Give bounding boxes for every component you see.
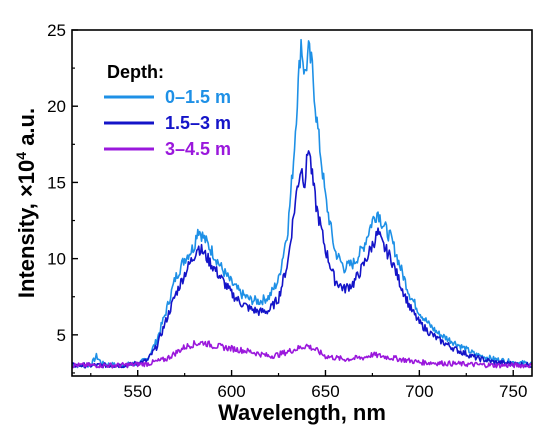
series-line-2 [71,150,533,369]
y-tick-label: 20 [47,97,66,116]
y-axis-title-prefix: Intensity, ×10 [14,160,39,298]
y-axis-title-superscript: 4 [13,152,29,160]
legend-label-2: 1.5–3 m [165,113,231,133]
y-axis-title-suffix: a.u. [14,108,39,152]
x-tick-label: 750 [499,382,527,401]
legend: Depth: 0–1.5 m 1.5–3 m 3–4.5 m [104,62,231,159]
series-layer [71,38,533,369]
x-tick-label: 700 [405,382,433,401]
x-tick-label: 650 [311,382,339,401]
y-tick-label: 15 [47,173,66,192]
legend-label-1: 0–1.5 m [165,87,231,107]
x-axis-title: Wavelength, nm [218,400,386,425]
series-line-3 [71,340,533,369]
legend-label-3: 3–4.5 m [165,139,231,159]
x-tick-label: 550 [124,382,152,401]
ticks-layer: 550 600 650 700 750 5 10 15 20 25 [47,21,527,401]
y-axis-title: Intensity, ×104 a.u. [13,108,39,298]
legend-title: Depth: [107,62,164,82]
series-line-1 [71,38,533,369]
x-tick-label: 600 [217,382,245,401]
y-tick-label: 25 [47,21,66,40]
plot-frame [71,29,533,377]
y-tick-label: 5 [57,326,66,345]
y-tick-label: 10 [47,250,66,269]
